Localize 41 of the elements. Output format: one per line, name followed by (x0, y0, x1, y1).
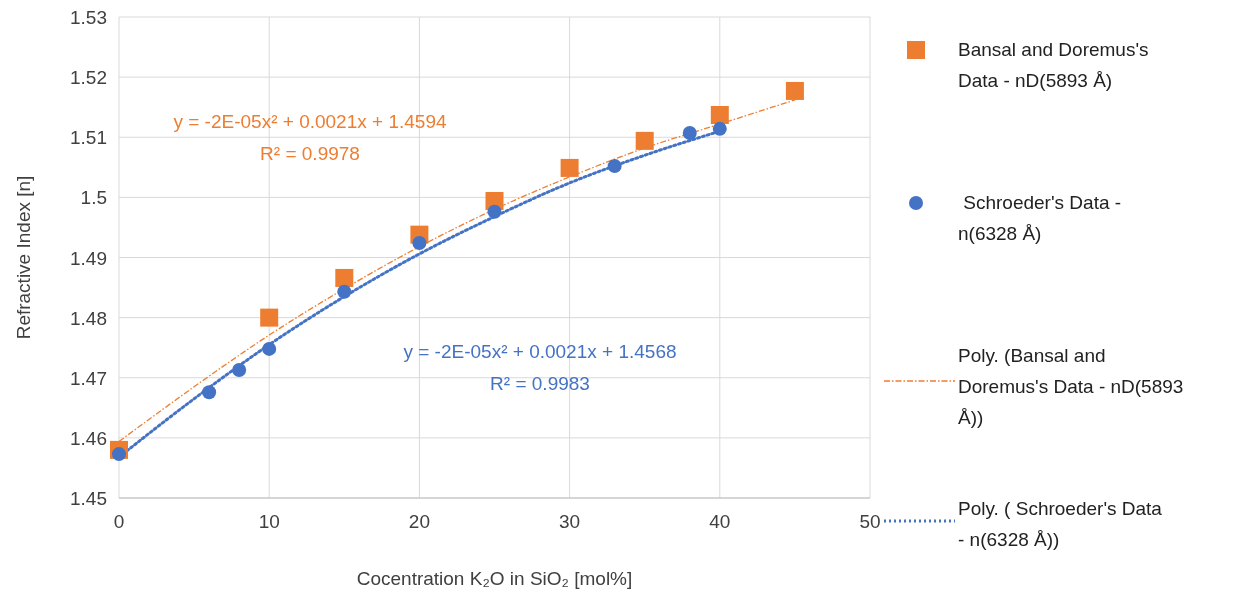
x-tick-label: 10 (258, 511, 280, 532)
x-tick-label: 40 (709, 511, 731, 532)
point (337, 284, 352, 299)
legend-label: Poly. ( Schroeder's Data - n(6328 Å)) (958, 498, 1163, 550)
x-tick-label: 50 (859, 511, 881, 532)
point (112, 447, 126, 462)
annotation: y = -2E-05x² + 0.0021x + 1.4594 (173, 111, 447, 132)
y-tick-label: 1.5 (80, 187, 107, 209)
x-axis-title: Cocentration K₂O in SiO₂ [mol%] (356, 568, 633, 589)
point (785, 81, 804, 100)
point (487, 204, 502, 219)
point (232, 362, 247, 377)
y-tick-label: 1.53 (70, 7, 107, 28)
point (260, 308, 279, 327)
point (335, 268, 354, 287)
x-tick-label: 20 (408, 511, 430, 532)
y-tick-label: 1.49 (70, 247, 107, 269)
legend-label: Bansal and Doremus's Data - nD(5893 Å) (958, 39, 1149, 91)
point (560, 158, 579, 177)
point (710, 106, 729, 124)
legend-label: Schroeder's Data - n(6328 Å) (958, 192, 1122, 244)
annotation: R² = 0.9983 (490, 373, 590, 394)
y-tick-label: 1.52 (70, 67, 107, 89)
point (712, 121, 727, 136)
point (635, 131, 654, 150)
point (202, 385, 217, 400)
y-tick-label: 1.51 (70, 127, 107, 149)
y-axis-title: Refractive Index [n] (13, 175, 34, 340)
x-tick-label: 0 (113, 511, 125, 532)
annotation: y = -2E-05x² + 0.0021x + 1.4568 (403, 341, 677, 362)
point (682, 126, 697, 141)
point (412, 236, 427, 251)
point (262, 341, 277, 356)
y-tick-label: 1.46 (70, 427, 107, 449)
y-tick-label: 1.48 (70, 307, 107, 329)
legend-label: Poly. (Bansal and Doremus's Data - nD(5893 Å)) (958, 345, 1184, 428)
x-tick-label: 30 (559, 511, 581, 532)
point (607, 159, 622, 174)
y-tick-label: 1.47 (70, 367, 107, 389)
annotation: R² = 0.9978 (260, 143, 360, 164)
y-tick-label: 1.45 (70, 488, 107, 509)
